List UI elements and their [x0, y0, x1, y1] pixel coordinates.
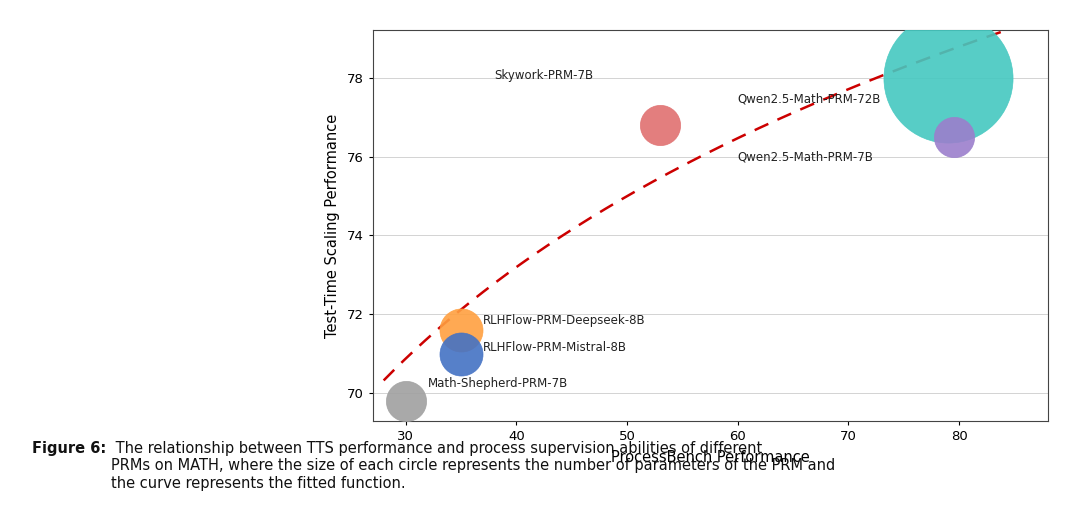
Text: Figure 6:: Figure 6:	[32, 441, 107, 456]
Point	[453, 326, 470, 334]
Y-axis label: Test-Time Scaling Performance: Test-Time Scaling Performance	[325, 114, 339, 338]
Point	[397, 397, 415, 405]
X-axis label: ProcessBench Performance: ProcessBench Performance	[610, 450, 810, 465]
Text: The relationship between TTS performance and process supervision abilities of di: The relationship between TTS performance…	[111, 441, 836, 491]
Text: RLHFlow-PRM-Mistral-8B: RLHFlow-PRM-Mistral-8B	[483, 341, 627, 354]
Text: Qwen2.5-Math-PRM-7B: Qwen2.5-Math-PRM-7B	[738, 150, 874, 163]
Text: Math-Shepherd-PRM-7B: Math-Shepherd-PRM-7B	[428, 377, 568, 390]
Point	[945, 133, 962, 141]
Text: Qwen2.5-Math-PRM-72B: Qwen2.5-Math-PRM-72B	[738, 93, 881, 106]
Text: RLHFlow-PRM-Deepseek-8B: RLHFlow-PRM-Deepseek-8B	[483, 314, 646, 327]
Point	[651, 121, 669, 129]
Point	[453, 350, 470, 358]
Point	[940, 74, 957, 82]
Text: Skywork-PRM-7B: Skywork-PRM-7B	[495, 69, 593, 82]
